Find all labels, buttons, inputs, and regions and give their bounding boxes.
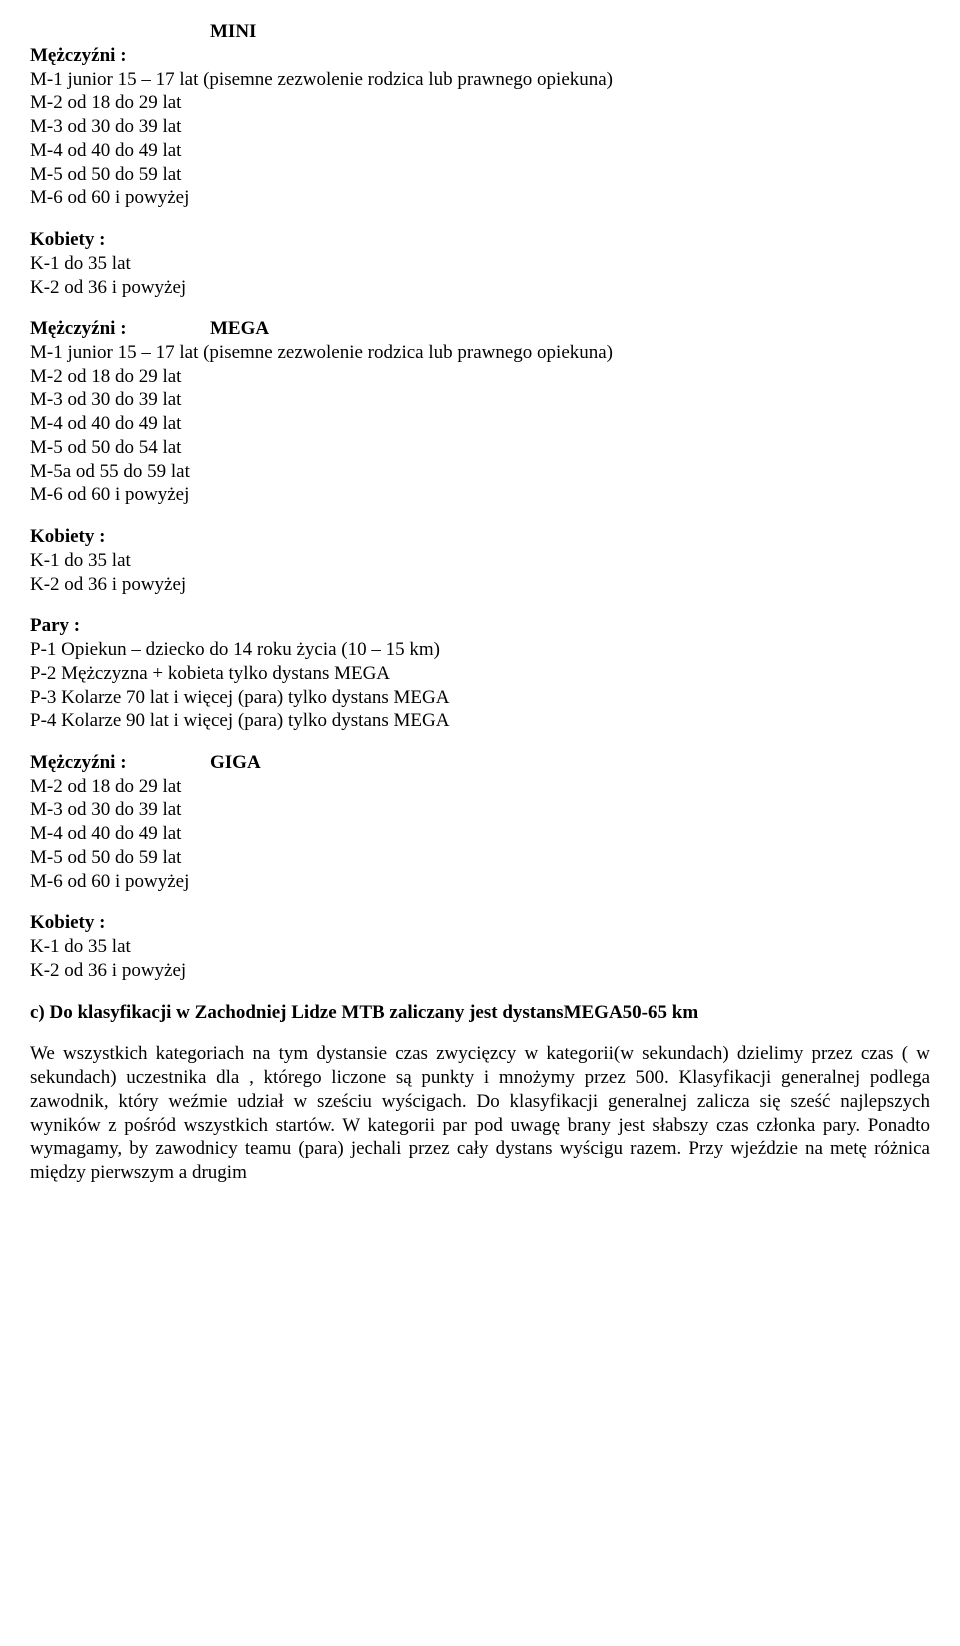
mega-pairs-line: P-4 Kolarze 90 lat i więcej (para) tylko… bbox=[30, 709, 930, 733]
giga-men-label: Mężczyźni : bbox=[30, 751, 930, 775]
mega-women-line: K-1 do 35 lat bbox=[30, 549, 930, 573]
giga-men-line: M-6 od 60 i powyżej bbox=[30, 870, 930, 894]
giga-men-line: M-2 od 18 do 29 lat bbox=[30, 775, 930, 799]
mega-pairs-line: P-3 Kolarze 70 lat i więcej (para) tylko… bbox=[30, 686, 930, 710]
mega-men-line: M-5a od 55 do 59 lat bbox=[30, 460, 930, 484]
giga-women-block: Kobiety : K-1 do 35 lat K-2 od 36 i powy… bbox=[30, 911, 930, 982]
mega-women-block: Kobiety : K-1 do 35 lat K-2 od 36 i powy… bbox=[30, 525, 930, 596]
mega-men-line: M-2 od 18 do 29 lat bbox=[30, 365, 930, 389]
mega-men-line: M-1 junior 15 – 17 lat (pisemne zezwolen… bbox=[30, 341, 930, 365]
mega-men-line: M-6 od 60 i powyżej bbox=[30, 483, 930, 507]
mini-men-line: M-4 od 40 do 49 lat bbox=[30, 139, 930, 163]
giga-women-line: K-1 do 35 lat bbox=[30, 935, 930, 959]
mini-women-label: Kobiety : bbox=[30, 228, 930, 252]
mega-women-label: Kobiety : bbox=[30, 525, 930, 549]
mega-men-line: M-5 od 50 do 54 lat bbox=[30, 436, 930, 460]
mini-men-line: M-6 od 60 i powyżej bbox=[30, 186, 930, 210]
mini-heading: MINI bbox=[210, 20, 930, 44]
mega-pairs-line: P-1 Opiekun – dziecko do 14 roku życia (… bbox=[30, 638, 930, 662]
mega-pairs-line: P-2 Mężczyzna + kobieta tylko dystans ME… bbox=[30, 662, 930, 686]
mega-men-block: Mężczyźni : M-1 junior 15 – 17 lat (pise… bbox=[30, 317, 930, 507]
giga-women-label: Kobiety : bbox=[30, 911, 930, 935]
mini-women-line: K-2 od 36 i powyżej bbox=[30, 276, 930, 300]
giga-women-line: K-2 od 36 i powyżej bbox=[30, 959, 930, 983]
mini-men-label: Mężczyźni : bbox=[30, 44, 930, 68]
giga-men-block: Mężczyźni : M-2 od 18 do 29 lat M-3 od 3… bbox=[30, 751, 930, 894]
mega-pairs-label: Pary : bbox=[30, 614, 930, 638]
classification-paragraph: We wszystkich kategoriach na tym dystans… bbox=[30, 1042, 930, 1185]
mini-men-line: M-1 junior 15 – 17 lat (pisemne zezwolen… bbox=[30, 68, 930, 92]
mini-women-line: K-1 do 35 lat bbox=[30, 252, 930, 276]
mega-men-label: Mężczyźni : bbox=[30, 317, 930, 341]
giga-men-line: M-3 od 30 do 39 lat bbox=[30, 798, 930, 822]
mega-pairs-block: Pary : P-1 Opiekun – dziecko do 14 roku … bbox=[30, 614, 930, 733]
mini-men-line: M-5 od 50 do 59 lat bbox=[30, 163, 930, 187]
mega-women-line: K-2 od 36 i powyżej bbox=[30, 573, 930, 597]
giga-men-line: M-4 od 40 do 49 lat bbox=[30, 822, 930, 846]
classification-heading: c) Do klasyfikacji w Zachodniej Lidze MT… bbox=[30, 1001, 930, 1025]
mini-men-block: Mężczyźni : M-1 junior 15 – 17 lat (pise… bbox=[30, 44, 930, 210]
mega-men-line: M-4 od 40 do 49 lat bbox=[30, 412, 930, 436]
mini-women-block: Kobiety : K-1 do 35 lat K-2 od 36 i powy… bbox=[30, 228, 930, 299]
giga-men-line: M-5 od 50 do 59 lat bbox=[30, 846, 930, 870]
mega-men-line: M-3 od 30 do 39 lat bbox=[30, 388, 930, 412]
mini-men-line: M-3 od 30 do 39 lat bbox=[30, 115, 930, 139]
mini-men-line: M-2 od 18 do 29 lat bbox=[30, 91, 930, 115]
